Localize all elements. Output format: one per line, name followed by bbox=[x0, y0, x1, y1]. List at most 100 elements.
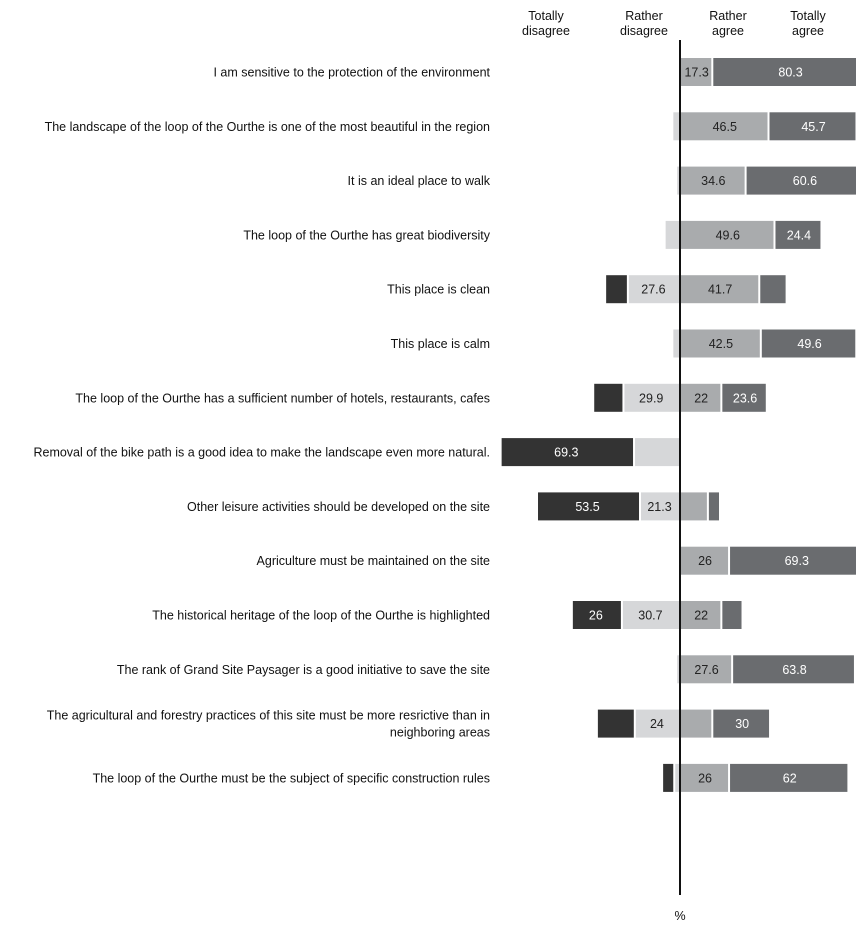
value-label-ta: 49.6 bbox=[797, 337, 821, 351]
bar-segment-ta bbox=[761, 329, 856, 358]
bar-segment-rd bbox=[624, 383, 680, 412]
bar-segment-ta bbox=[746, 166, 856, 195]
category-label-line: Removal of the bike path is a good idea … bbox=[33, 446, 490, 460]
value-label-td: 53.5 bbox=[575, 500, 599, 514]
value-label-ta: 24.4 bbox=[787, 228, 811, 242]
category-label: Removal of the bike path is a good idea … bbox=[33, 446, 490, 460]
category-label-line: I am sensitive to the protection of the … bbox=[213, 66, 490, 80]
legend-header-rd: Rather disagree bbox=[620, 9, 668, 38]
category-label-line: It is an ideal place to walk bbox=[348, 174, 491, 188]
legend-header-line: Rather bbox=[625, 9, 663, 23]
value-label-ra: 34.6 bbox=[701, 174, 725, 188]
category-label-line: Other leisure activities should be devel… bbox=[187, 500, 490, 514]
bar-segment-ta bbox=[775, 220, 821, 249]
legend-header-td: Totally disagree bbox=[522, 9, 570, 38]
x-unit-label: % bbox=[674, 909, 685, 923]
value-label-ra: 49.6 bbox=[716, 228, 740, 242]
category-label-line: neighboring areas bbox=[390, 726, 490, 740]
bar-segment-rd bbox=[673, 329, 680, 358]
value-label-rd: 27.6 bbox=[641, 283, 665, 297]
category-label: The agricultural and forestry practices … bbox=[47, 709, 490, 740]
bar-segment-ta bbox=[713, 58, 856, 86]
category-label: This place is clean bbox=[387, 283, 490, 297]
bar-segment-ra bbox=[680, 655, 732, 684]
legend-header-ta: Totally agree bbox=[790, 9, 826, 38]
category-label-line: This place is calm bbox=[391, 337, 490, 351]
bar-segment-rd bbox=[675, 763, 680, 792]
category-label: I am sensitive to the protection of the … bbox=[213, 66, 490, 80]
category-label: The loop of the Ourthe has great biodive… bbox=[243, 228, 490, 242]
category-labels: I am sensitive to the protection of the … bbox=[33, 66, 490, 786]
category-label-line: The loop of the Ourthe has great biodive… bbox=[243, 228, 490, 242]
bar-segment-ta bbox=[730, 546, 856, 575]
value-label-ra: 42.5 bbox=[709, 337, 733, 351]
legend-header-line: disagree bbox=[620, 24, 668, 38]
value-label-rd: 24 bbox=[650, 717, 664, 731]
bar-segment-rd bbox=[677, 166, 680, 195]
value-label-rd: 30.7 bbox=[638, 609, 662, 623]
value-label-ta: 80.3 bbox=[778, 66, 802, 80]
bar-segment-ta bbox=[769, 112, 856, 141]
legend-header-line: Totally bbox=[528, 9, 564, 23]
bar-segment-td bbox=[597, 709, 634, 738]
value-label-ra: 22 bbox=[694, 609, 708, 623]
category-label-line: The agricultural and forestry practices … bbox=[47, 709, 490, 723]
bar-segment-ra bbox=[680, 329, 760, 358]
bar-segment-td bbox=[663, 763, 674, 792]
value-label-td: 69.3 bbox=[554, 446, 578, 460]
bar-segment-td bbox=[594, 383, 623, 412]
bar-segment-rd bbox=[665, 220, 680, 249]
bar-segment-ra bbox=[680, 112, 768, 141]
value-label-ra: 26 bbox=[698, 554, 712, 568]
bar-segment-rd bbox=[635, 709, 680, 738]
value-label-ta: 23.6 bbox=[733, 391, 757, 405]
bar-segment-rd bbox=[677, 655, 680, 684]
category-label: The loop of the Ourthe must be the subje… bbox=[93, 771, 490, 785]
value-label-ra: 46.5 bbox=[713, 120, 737, 134]
bar-segment-ra bbox=[680, 166, 745, 195]
legend-header-line: agree bbox=[712, 24, 744, 38]
legend-header-line: agree bbox=[792, 24, 824, 38]
bar-segment-rd bbox=[628, 275, 680, 304]
bar-segment-ra bbox=[680, 763, 729, 792]
category-label-line: The loop of the Ourthe must be the subje… bbox=[93, 771, 490, 785]
category-label-line: Agriculture must be maintained on the si… bbox=[257, 554, 491, 568]
bar-segment-ra bbox=[680, 546, 729, 575]
category-label-line: The landscape of the loop of the Ourthe … bbox=[45, 120, 490, 134]
bar-segment-ra bbox=[680, 601, 721, 629]
bar-segment-td bbox=[606, 275, 627, 304]
value-label-ta: 62 bbox=[783, 771, 797, 785]
value-label-ra: 17.3 bbox=[684, 66, 708, 80]
legend-header-ra: Rather agree bbox=[709, 9, 747, 38]
category-label: This place is calm bbox=[391, 337, 490, 351]
value-label-ta: 45.7 bbox=[801, 120, 825, 134]
bar-segment-td bbox=[501, 438, 634, 467]
bar-segment-td bbox=[572, 601, 621, 629]
bar-segment-td bbox=[538, 492, 639, 521]
bar-segment-ta bbox=[733, 655, 854, 684]
category-label: It is an ideal place to walk bbox=[348, 174, 491, 188]
value-label-ta: 69.3 bbox=[785, 554, 809, 568]
value-label-ra: 26 bbox=[698, 771, 712, 785]
bar-segment-ta bbox=[713, 709, 770, 738]
bar-segment-ra bbox=[680, 220, 774, 249]
bar-segment-ra bbox=[680, 709, 712, 738]
bar-segment-rd bbox=[622, 601, 680, 629]
bar-segment-rd bbox=[641, 492, 680, 521]
bar-segment-ra bbox=[680, 58, 712, 86]
bar-segment-ra bbox=[680, 492, 707, 521]
bar-segment-ra bbox=[680, 275, 759, 304]
value-label-ra: 27.6 bbox=[694, 663, 718, 677]
value-label-ta: 60.6 bbox=[793, 174, 817, 188]
value-label-td: 26 bbox=[589, 609, 603, 623]
bar-segment-ra bbox=[680, 383, 721, 412]
bar-segment-ta bbox=[730, 763, 848, 792]
bar-segment-ta bbox=[722, 383, 766, 412]
category-label: Agriculture must be maintained on the si… bbox=[257, 554, 491, 568]
bar-segment-rd bbox=[635, 438, 680, 467]
category-label: The loop of the Ourthe has a sufficient … bbox=[75, 391, 490, 405]
category-label: Other leisure activities should be devel… bbox=[187, 500, 490, 514]
category-label-line: This place is clean bbox=[387, 283, 490, 297]
